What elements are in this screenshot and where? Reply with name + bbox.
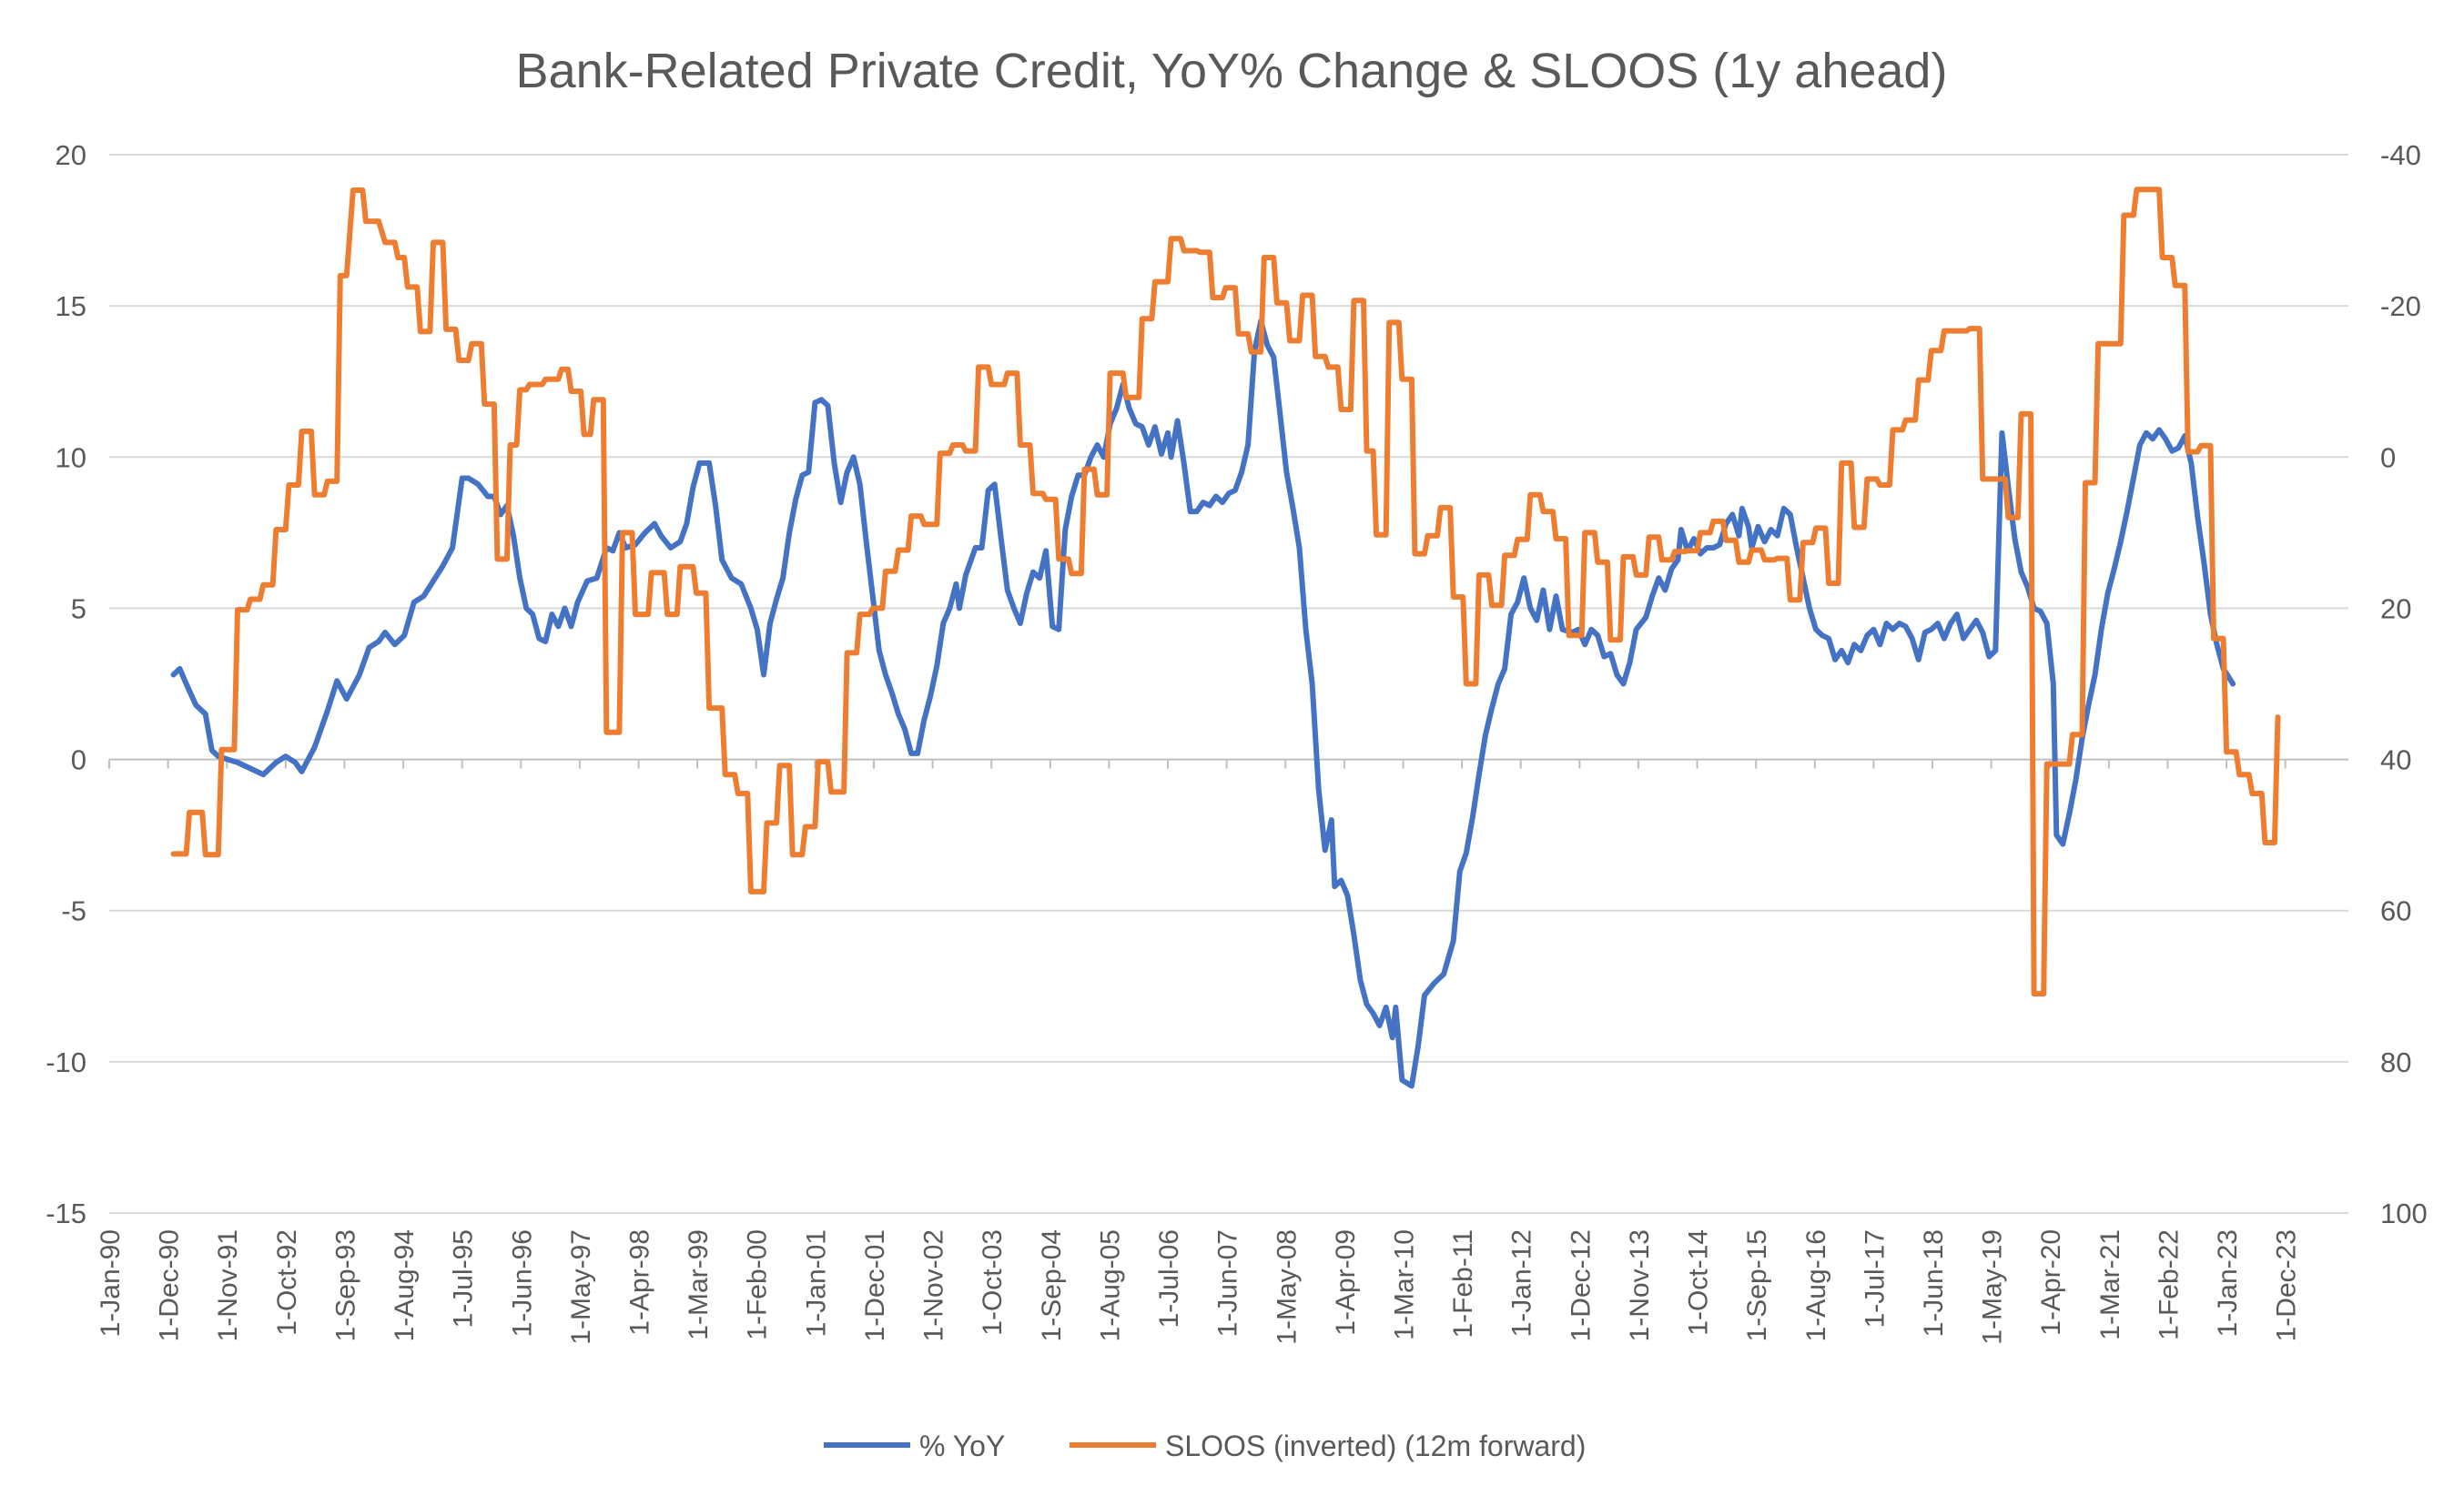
x-tick-label: 1-Dec-12	[1566, 1229, 1596, 1341]
y-right-tick-label: 0	[2380, 441, 2396, 473]
x-tick-label: 1-Mar-10	[1389, 1229, 1419, 1340]
x-tick-label: 1-Jan-12	[1507, 1229, 1537, 1337]
series-line-yoy	[170, 318, 2236, 1089]
y-left-tick-label: 20	[56, 139, 86, 171]
y-right-tick-label: 40	[2380, 744, 2411, 776]
legend: % YoY SLOOS (inverted) (12m forward)	[824, 1430, 1586, 1462]
y-right-tick-label: 100	[2380, 1198, 2428, 1229]
y-left-tick-label: 5	[71, 592, 86, 624]
x-tick-label: 1-Mar-99	[684, 1229, 714, 1340]
x-tick-label: 1-Nov-13	[1625, 1229, 1655, 1341]
x-tick-label: 1-Jan-90	[96, 1229, 126, 1337]
legend-label-sloos: SLOOS (inverted) (12m forward)	[1165, 1430, 1586, 1462]
y-axis-left: 20 15 10 5 0 -5 -10 -15	[46, 139, 86, 1229]
x-axis: 1-Jan-90 1-Dec-90 1-Nov-91 1-Oct-92 1-Sep-93…	[96, 759, 2302, 1345]
x-tick-label: 1-May-19	[1978, 1229, 2008, 1345]
chart-title: Bank-Related Private Credit, YoY% Change…	[516, 44, 1948, 98]
x-tick-label: 1-Jan-01	[801, 1229, 831, 1337]
y-right-tick-label: -40	[2380, 139, 2421, 171]
y-axis-right: -40 -20 0 20 40 60 80 100	[2380, 139, 2428, 1229]
y-left-tick-label: 10	[56, 441, 86, 473]
x-tick-label: 1-Dec-23	[2272, 1229, 2302, 1341]
x-tick-label: 1-Mar-21	[2095, 1229, 2125, 1340]
x-tick-label: 1-May-08	[1272, 1229, 1302, 1345]
x-tick-label: 1-Aug-05	[1095, 1229, 1125, 1341]
x-tick-label: 1-May-97	[566, 1229, 596, 1345]
x-tick-label: 1-Oct-92	[272, 1229, 302, 1336]
x-tick-label: 1-Jan-23	[2213, 1229, 2243, 1337]
y-left-tick-label: -15	[46, 1198, 86, 1229]
x-tick-label: 1-Feb-11	[1448, 1229, 1478, 1339]
x-tick-label: 1-Jul-06	[1154, 1229, 1184, 1328]
y-left-tick-label: 0	[71, 744, 86, 776]
y-right-tick-label: 20	[2380, 592, 2411, 624]
x-tick-label: 1-Sep-04	[1037, 1229, 1067, 1341]
x-tick-label: 1-Jul-17	[1860, 1229, 1890, 1328]
x-tick-label: 1-Apr-20	[2036, 1229, 2066, 1336]
x-tick-label: 1-Apr-09	[1331, 1229, 1361, 1336]
gridlines	[109, 154, 2348, 1214]
x-tick-label: 1-Nov-91	[213, 1229, 243, 1341]
x-tick-label: 1-Nov-02	[919, 1229, 949, 1341]
x-tick-label: 1-Sep-93	[330, 1229, 360, 1341]
x-tick-label: 1-Dec-01	[860, 1229, 890, 1341]
y-left-tick-label: 15	[56, 290, 86, 322]
x-tick-label: 1-Dec-90	[155, 1229, 185, 1341]
x-tick-label: 1-Feb-22	[2154, 1229, 2184, 1340]
series-lines	[170, 187, 2281, 1089]
series-line-sloos	[170, 187, 2281, 997]
x-tick-label: 1-Aug-16	[1801, 1229, 1831, 1341]
x-tick-label: 1-Aug-94	[390, 1229, 420, 1341]
x-tick-label: 1-Sep-15	[1742, 1229, 1772, 1341]
y-right-tick-label: 80	[2380, 1046, 2411, 1078]
y-left-tick-label: -10	[46, 1046, 86, 1078]
x-tick-label: 1-Oct-03	[978, 1229, 1008, 1336]
x-tick-label: 1-Jun-18	[1919, 1229, 1949, 1337]
x-tick-label: 1-Apr-98	[625, 1229, 655, 1336]
x-tick-label: 1-Jun-96	[507, 1229, 537, 1337]
y-right-tick-label: 60	[2380, 895, 2411, 927]
x-tick-label: 1-Oct-14	[1684, 1229, 1714, 1336]
legend-label-yoy: % YoY	[919, 1430, 1005, 1462]
x-tick-label: 1-Jun-07	[1213, 1229, 1243, 1337]
x-tick-label: 1-Jul-95	[449, 1229, 479, 1328]
y-left-tick-label: -5	[61, 895, 86, 927]
x-tick-label: 1-Feb-00	[743, 1229, 773, 1340]
y-right-tick-label: -20	[2380, 290, 2421, 322]
